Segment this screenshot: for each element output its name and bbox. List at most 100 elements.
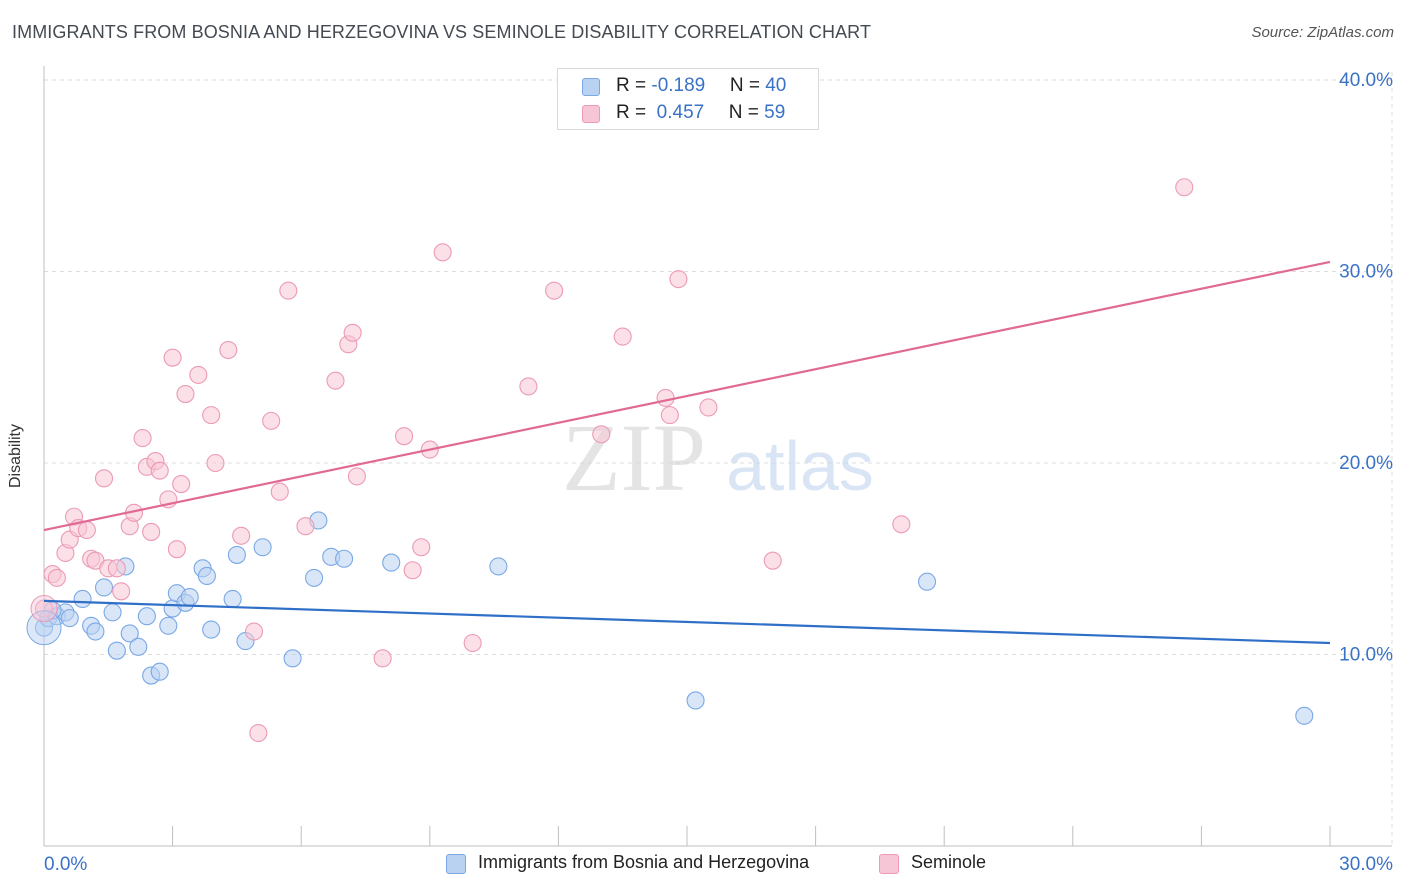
point-bosnia	[60, 609, 79, 628]
point-seminole	[77, 520, 96, 540]
grid-lines	[44, 72, 1393, 846]
point-bosnia	[202, 620, 221, 639]
point-bosnia-cluster	[26, 610, 62, 646]
y-tick-label: 30.0%	[1339, 262, 1393, 283]
point-seminole	[373, 649, 392, 668]
point-bosnia	[1295, 706, 1314, 725]
point-seminole	[107, 559, 126, 578]
tick-labels: 10.0% 20.0% 30.0% 40.0% 0.0% 30.0%	[44, 70, 1393, 875]
chart-source: Source: ZipAtlas.com	[1251, 24, 1394, 41]
trend-line-bosnia	[43, 599, 1331, 645]
legend-swatch-seminole	[582, 105, 600, 123]
point-bosnia	[335, 549, 354, 568]
y-tick-label: 20.0%	[1339, 453, 1393, 474]
point-seminole	[249, 723, 268, 743]
legend-swatch-bosnia	[582, 78, 600, 96]
point-bosnia	[197, 566, 216, 586]
point-seminole	[395, 427, 414, 446]
point-bosnia	[73, 589, 92, 609]
point-bosnia	[283, 649, 302, 668]
point-bosnia	[159, 616, 178, 635]
point-seminole	[343, 323, 362, 342]
point-bosnia	[120, 624, 139, 643]
point-seminole	[613, 327, 632, 346]
trend-lines	[43, 260, 1331, 645]
bottom-legend-label-seminole: Seminole	[911, 852, 987, 872]
point-seminole	[232, 526, 251, 545]
x-tick-label: 30.0%	[1339, 854, 1393, 875]
point-seminole	[206, 453, 225, 473]
point-seminole	[279, 281, 298, 300]
point-bosnia	[489, 557, 508, 576]
point-seminole	[433, 243, 452, 262]
point-bosnia	[94, 578, 114, 597]
point-seminole	[244, 622, 264, 641]
bottom-legend-label-bosnia: Immigrants from Bosnia and Herzegovina	[478, 852, 810, 872]
legend-r-label: R =	[616, 102, 652, 123]
point-seminole	[262, 411, 281, 430]
axes	[43, 66, 1392, 847]
x-tick-label: 0.0%	[44, 854, 87, 875]
watermark-zip: ZIP	[562, 404, 706, 511]
point-bosnia	[223, 589, 242, 609]
point-bosnia	[382, 553, 401, 572]
bottom-legend-swatch-seminole	[879, 854, 899, 874]
legend-r-value: -0.189	[651, 75, 706, 96]
point-seminole	[133, 429, 152, 448]
point-seminole	[270, 482, 289, 501]
point-bosnia	[180, 587, 199, 607]
point-seminole	[142, 522, 161, 541]
point-seminole	[403, 561, 422, 580]
point-bosnia	[305, 568, 324, 587]
point-bosnia	[253, 538, 272, 557]
legend-n-label: N =	[729, 75, 766, 96]
point-seminole	[219, 340, 238, 360]
point-bosnia	[129, 637, 148, 656]
point-bosnia	[107, 641, 126, 660]
point-bosnia	[150, 662, 169, 681]
legend-r-value: 0.457	[651, 102, 705, 123]
chart-title: IMMIGRANTS FROM BOSNIA AND HERZEGOVINA V…	[12, 22, 872, 42]
point-seminole	[47, 568, 66, 587]
point-seminole	[189, 365, 208, 384]
legend-r-label: R =	[616, 75, 652, 96]
point-seminole	[167, 540, 186, 559]
watermark-atlas: atlas	[726, 427, 874, 505]
point-seminole	[763, 551, 782, 570]
point-seminole	[545, 281, 564, 300]
point-bosnia	[86, 622, 105, 641]
point-bosnia	[686, 691, 705, 710]
point-bosnia	[227, 545, 246, 564]
point-seminole	[463, 633, 482, 653]
point-seminole	[660, 406, 679, 425]
point-seminole	[412, 538, 431, 557]
y-tick-label: 10.0%	[1339, 645, 1393, 666]
point-seminole	[202, 406, 221, 425]
point-seminole	[296, 517, 315, 536]
point-seminole-cluster	[30, 595, 58, 623]
point-seminole	[163, 348, 182, 367]
point-seminole	[94, 469, 114, 488]
legend-n-value: 59	[764, 102, 786, 123]
point-seminole	[326, 371, 345, 390]
point-seminole	[519, 377, 538, 396]
point-bosnia	[103, 603, 122, 622]
y-tick-label: 40.0%	[1339, 70, 1393, 91]
point-seminole	[656, 388, 675, 407]
data-points	[26, 178, 1314, 743]
point-seminole	[172, 475, 191, 494]
point-seminole	[1175, 178, 1194, 197]
legend-n-value: 40	[765, 75, 787, 96]
legend-n-label: N =	[728, 102, 765, 123]
correlation-legend: R = -0.189 N = 40 R = 0.457 N = 59	[557, 68, 819, 130]
point-seminole	[347, 467, 366, 486]
point-seminole	[669, 270, 688, 289]
trend-line-seminole	[43, 260, 1331, 532]
point-seminole	[112, 582, 131, 601]
point-bosnia	[137, 607, 156, 626]
point-seminole	[699, 398, 718, 417]
bottom-legend-swatch-bosnia	[446, 854, 466, 874]
point-seminole	[150, 461, 169, 480]
point-seminole	[892, 515, 911, 534]
